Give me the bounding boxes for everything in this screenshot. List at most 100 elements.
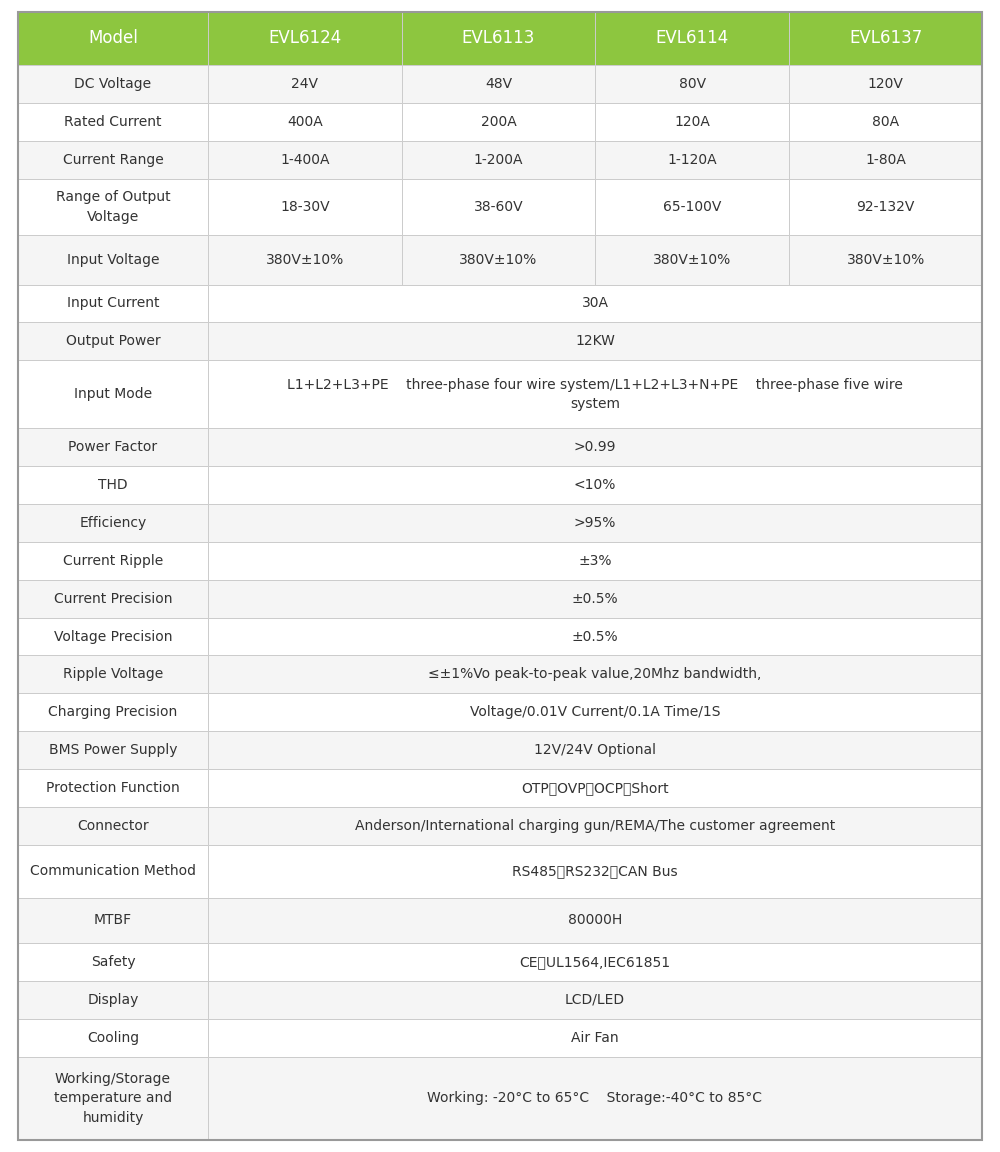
Bar (208, 141, 402, 179)
Bar (208, 541, 982, 579)
Text: 12V/24V Optional: 12V/24V Optional (534, 743, 656, 757)
Text: 18-30V: 18-30V (280, 200, 330, 214)
Bar (208, 943, 982, 982)
Bar (402, 235, 595, 285)
Text: Air Fan: Air Fan (571, 1031, 619, 1045)
Text: Power Factor: Power Factor (68, 440, 158, 454)
Bar (789, 141, 982, 179)
Bar (18, 429, 208, 467)
Bar (208, 1018, 982, 1056)
Text: >95%: >95% (574, 516, 616, 530)
Bar (18, 897, 208, 943)
Bar (789, 235, 982, 285)
Bar (18, 103, 208, 141)
Bar (208, 12, 402, 65)
Text: DC Voltage: DC Voltage (74, 77, 152, 91)
Text: Protection Function: Protection Function (46, 781, 180, 795)
Text: 200A: 200A (481, 115, 516, 129)
Text: 92-132V: 92-132V (856, 200, 915, 214)
Bar (402, 141, 595, 179)
Text: 400A: 400A (287, 115, 323, 129)
Text: 1-80A: 1-80A (865, 152, 906, 167)
Bar (208, 844, 982, 897)
Bar (18, 806, 208, 844)
Text: Ripple Voltage: Ripple Voltage (63, 667, 163, 682)
Bar (208, 323, 982, 361)
Bar (208, 655, 982, 694)
Bar (789, 103, 982, 141)
Text: OTP、OVP、OCP、Short: OTP、OVP、OCP、Short (521, 781, 669, 795)
Bar (18, 694, 208, 732)
Bar (402, 103, 595, 141)
Text: RS485、RS232、CAN Bus: RS485、RS232、CAN Bus (512, 864, 678, 878)
Text: Output Power: Output Power (66, 334, 160, 348)
Bar (18, 505, 208, 541)
Text: 65-100V: 65-100V (663, 200, 722, 214)
Text: 24V: 24V (291, 77, 318, 91)
Text: CE、UL1564,IEC61851: CE、UL1564,IEC61851 (519, 955, 671, 969)
Bar (208, 235, 402, 285)
Text: Range of Output
Voltage: Range of Output Voltage (56, 190, 170, 223)
Bar (208, 806, 982, 844)
Text: Current Precision: Current Precision (54, 592, 172, 606)
Text: Voltage/0.01V Current/0.1A Time/1S: Voltage/0.01V Current/0.1A Time/1S (470, 705, 720, 719)
Text: BMS Power Supply: BMS Power Supply (49, 743, 177, 757)
Bar (595, 235, 789, 285)
Text: 120A: 120A (674, 115, 710, 129)
Bar (402, 12, 595, 65)
Text: EVL6113: EVL6113 (462, 30, 535, 47)
Text: 1-200A: 1-200A (474, 152, 523, 167)
Text: 38-60V: 38-60V (474, 200, 523, 214)
Text: Connector: Connector (77, 819, 149, 833)
Bar (595, 141, 789, 179)
Bar (18, 732, 208, 770)
Bar (789, 65, 982, 103)
Bar (18, 617, 208, 655)
Text: 120V: 120V (868, 77, 904, 91)
Text: Safety: Safety (91, 955, 135, 969)
Bar (208, 982, 982, 1018)
Bar (18, 579, 208, 617)
Bar (18, 844, 208, 897)
Text: 80A: 80A (872, 115, 899, 129)
Bar (208, 897, 982, 943)
Text: EVL6137: EVL6137 (849, 30, 922, 47)
Bar (595, 179, 789, 235)
Text: 48V: 48V (485, 77, 512, 91)
Text: 1-400A: 1-400A (280, 152, 330, 167)
Bar (789, 179, 982, 235)
Bar (208, 770, 982, 806)
Bar (18, 541, 208, 579)
Bar (18, 285, 208, 323)
Bar (208, 505, 982, 541)
Text: LCD/LED: LCD/LED (565, 993, 625, 1007)
Bar (18, 323, 208, 361)
Text: Working: -20°C to 65°C    Storage:-40°C to 85°C: Working: -20°C to 65°C Storage:-40°C to … (427, 1091, 762, 1106)
Bar (595, 12, 789, 65)
Text: THD: THD (98, 478, 128, 492)
Text: ≤±1%Vo peak-to-peak value,20Mhz bandwidth,: ≤±1%Vo peak-to-peak value,20Mhz bandwidt… (428, 667, 762, 682)
Bar (208, 467, 982, 505)
Text: Current Range: Current Range (63, 152, 163, 167)
Text: Input Voltage: Input Voltage (67, 253, 159, 267)
Text: MTBF: MTBF (94, 914, 132, 927)
Text: Efficiency: Efficiency (79, 516, 147, 530)
Text: 30A: 30A (581, 296, 608, 310)
Text: Input Current: Input Current (67, 296, 159, 310)
Text: Charging Precision: Charging Precision (48, 705, 178, 719)
Text: 1-120A: 1-120A (668, 152, 717, 167)
Bar (789, 12, 982, 65)
Bar (208, 617, 982, 655)
Bar (208, 694, 982, 732)
Bar (208, 429, 982, 467)
Text: ±0.5%: ±0.5% (572, 592, 618, 606)
Text: EVL6124: EVL6124 (268, 30, 341, 47)
Text: >0.99: >0.99 (574, 440, 616, 454)
Bar (208, 579, 982, 617)
Bar (18, 65, 208, 103)
Bar (18, 12, 208, 65)
Text: 380V±10%: 380V±10% (653, 253, 731, 267)
Text: 380V±10%: 380V±10% (266, 253, 344, 267)
Text: Current Ripple: Current Ripple (63, 554, 163, 568)
Bar (18, 235, 208, 285)
